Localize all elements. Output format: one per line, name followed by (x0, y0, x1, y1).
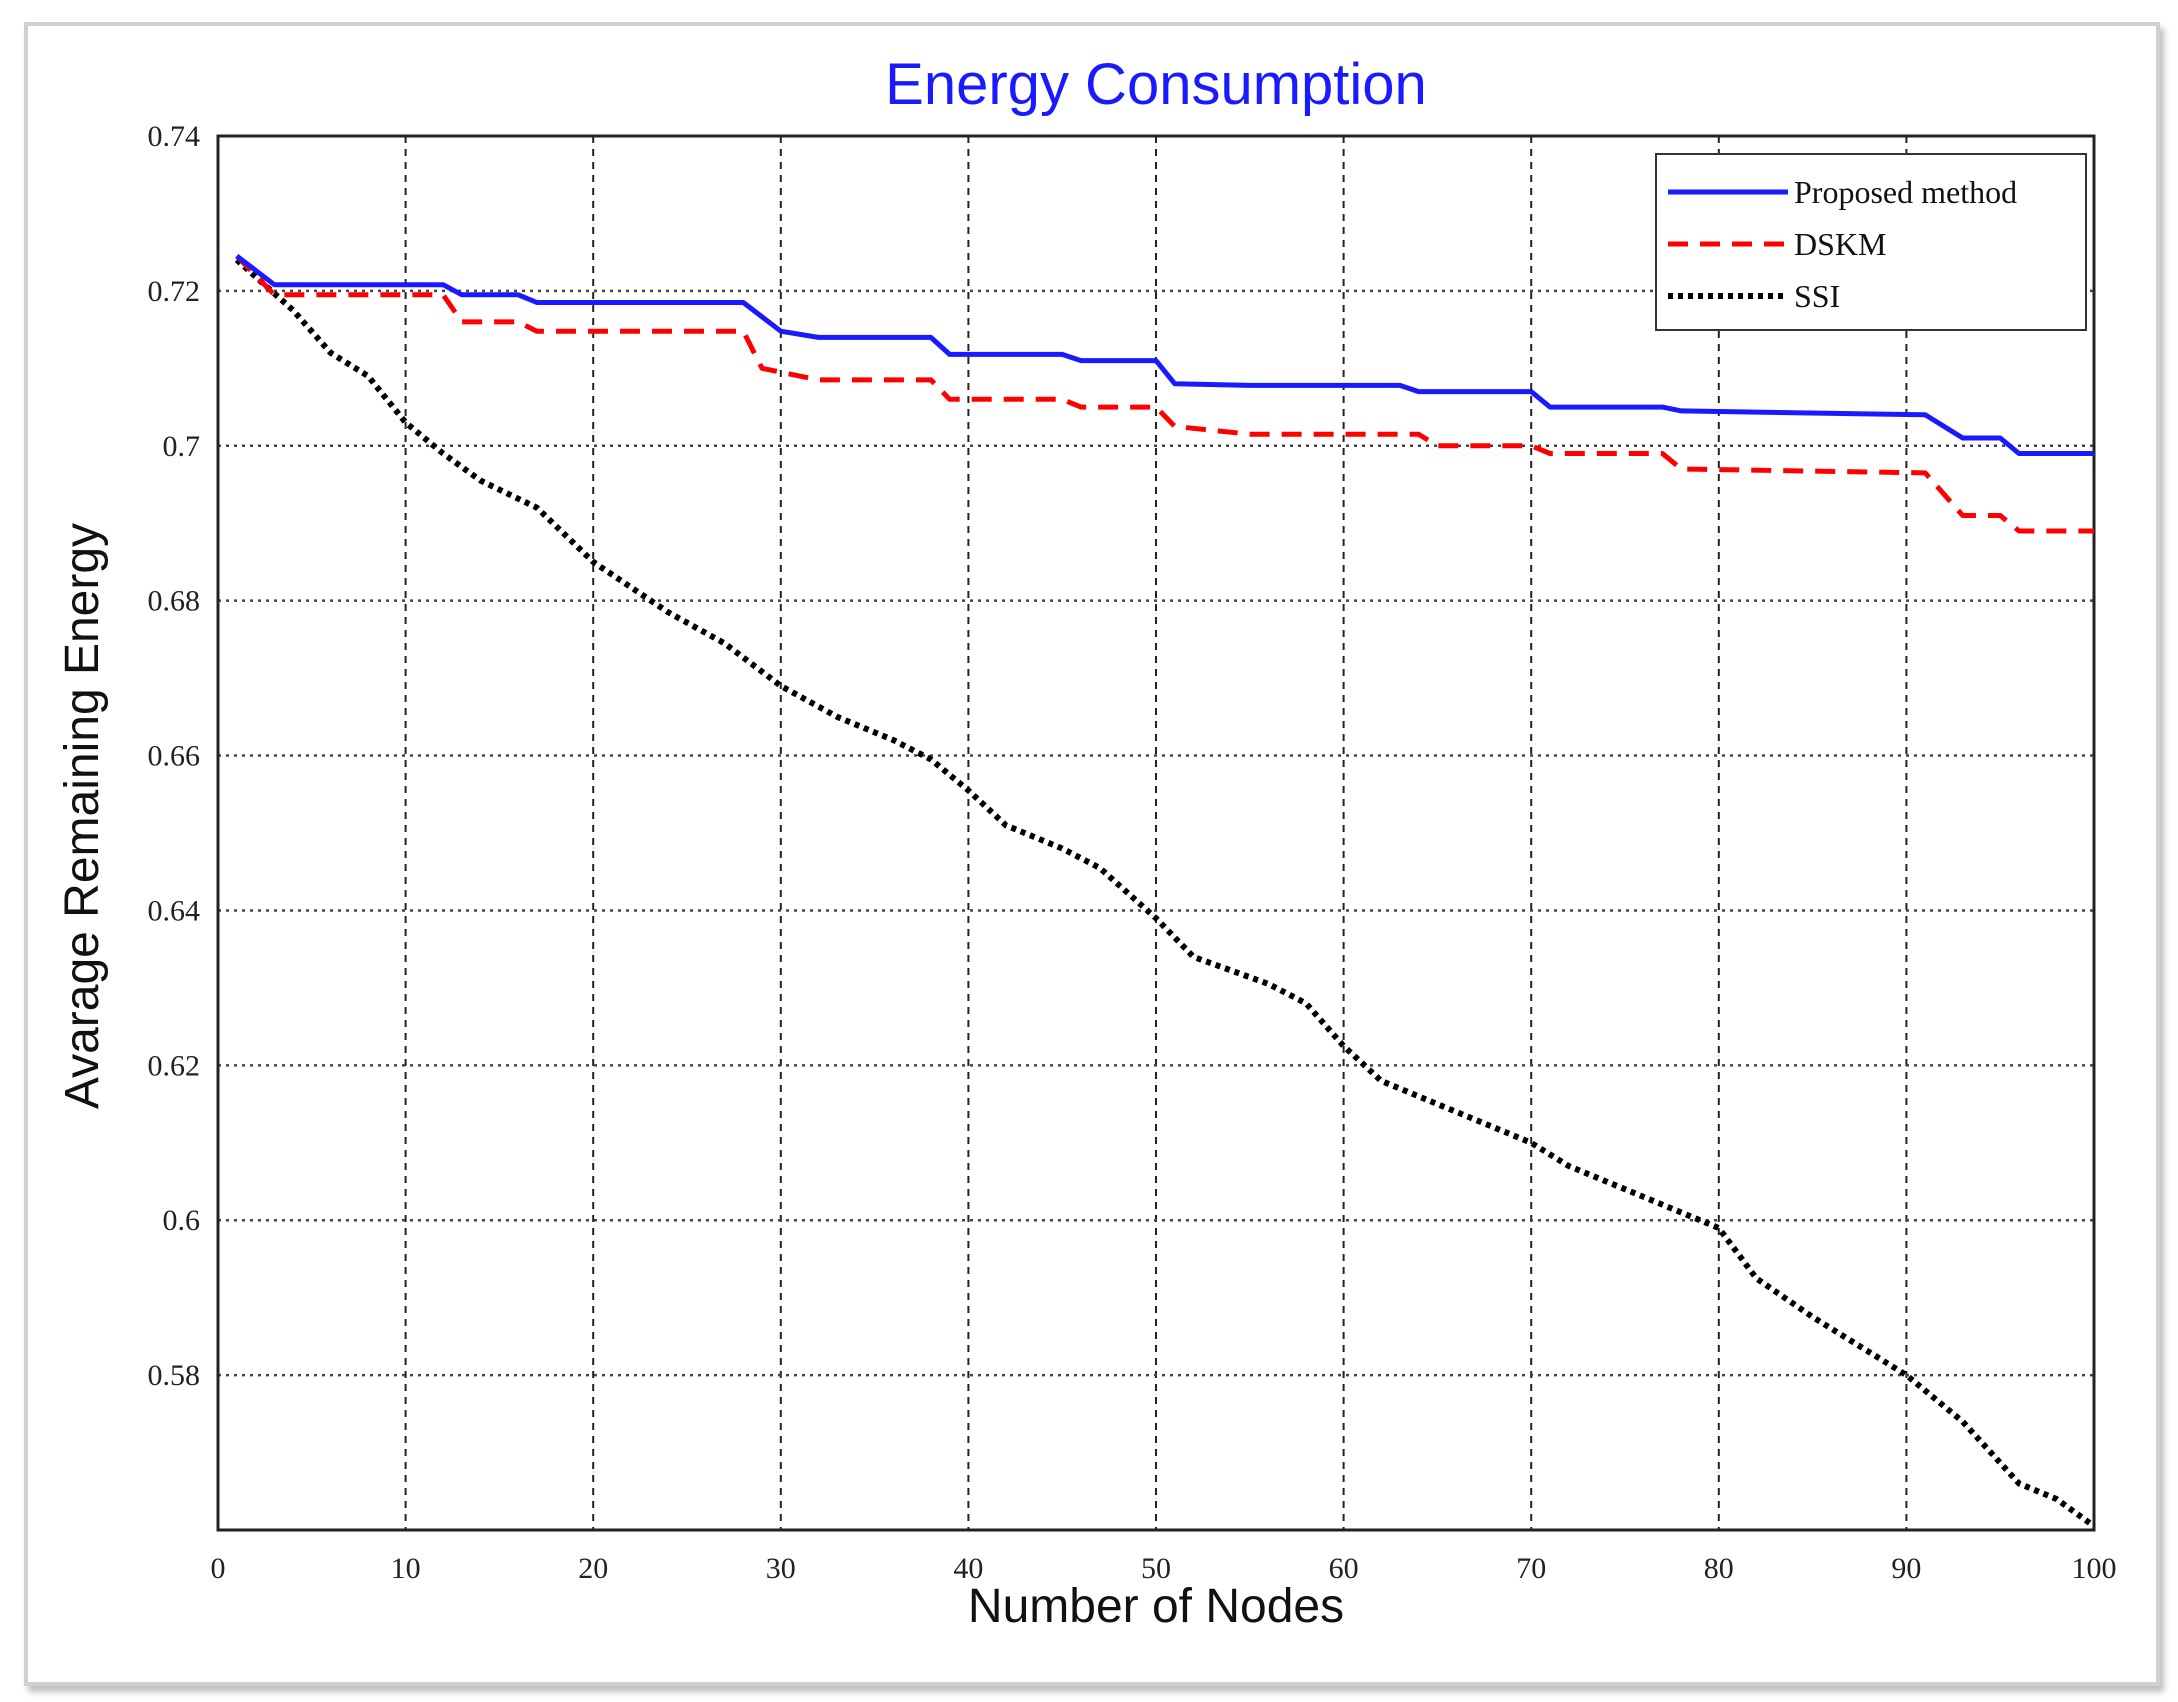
x-tick-label: 60 (1329, 1552, 1359, 1585)
y-tick-label: 0.66 (148, 740, 201, 773)
y-tick-label: 0.74 (148, 120, 201, 153)
y-tick-label: 0.68 (148, 585, 201, 618)
x-tick-label: 80 (1704, 1552, 1734, 1585)
legend-label: Proposed method (1794, 174, 2017, 210)
grid-lines (218, 136, 2094, 1530)
x-tick-label: 0 (211, 1552, 226, 1585)
legend-box (1655, 153, 2087, 331)
series-layer (234, 254, 2096, 1529)
legend-label: SSI (1794, 278, 1840, 314)
chart-title: Energy Consumption (885, 52, 1427, 117)
figure-frame: Energy Consumption 0 10 20 30 40 50 60 70 80 90 10… (24, 22, 2160, 1686)
y-axis-label: Avarage Remaining Energy (56, 523, 109, 1109)
y-tick-label: 0.6 (163, 1204, 201, 1237)
legend: Proposed method DSKM SSI (1655, 153, 2087, 331)
axis-ticks: 0 10 20 30 40 50 60 70 80 90 100 0.58 0.6 0.62 0.64 0.6… (148, 120, 2117, 1585)
y-tick-label: 0.72 (148, 275, 201, 308)
series-line-ssi (234, 257, 2096, 1529)
x-tick-label: 30 (766, 1552, 796, 1585)
plot-area (216, 134, 2096, 1532)
x-axis-label: Number of Nodes (968, 1580, 1344, 1633)
y-tick-label: 0.64 (148, 894, 201, 927)
x-tick-label: 20 (578, 1552, 608, 1585)
x-tick-label: 50 (1141, 1552, 1171, 1585)
x-tick-label: 100 (2072, 1552, 2117, 1585)
x-tick-label: 10 (391, 1552, 421, 1585)
y-tick-label: 0.62 (148, 1049, 201, 1082)
legend-label: DSKM (1794, 226, 1886, 262)
x-tick-label: 70 (1516, 1552, 1546, 1585)
chart-svg: Energy Consumption 0 10 20 30 40 50 60 70 80 90 10… (56, 52, 2117, 1633)
y-tick-label: 0.58 (148, 1359, 201, 1392)
x-tick-label: 40 (953, 1552, 983, 1585)
series-line-proposed-method (235, 254, 2094, 456)
y-tick-label: 0.7 (163, 430, 201, 463)
x-tick-label: 90 (1891, 1552, 1921, 1585)
